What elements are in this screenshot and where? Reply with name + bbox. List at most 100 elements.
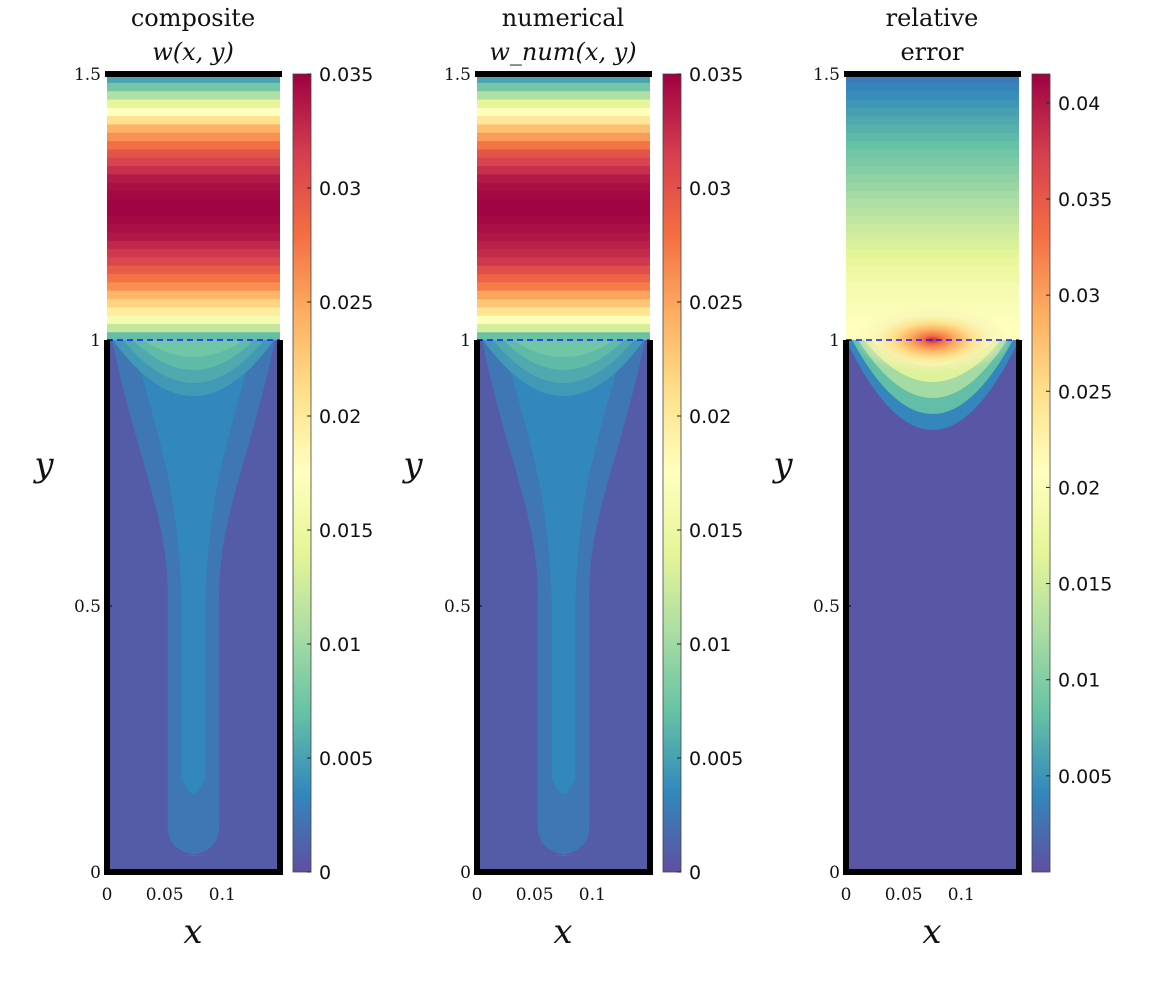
upper-band [477,98,650,108]
axes: 0 0.5 1 1.5 0 0.05 0.1 [813,65,1022,905]
upper-band [846,132,1019,142]
interface-contour [513,340,614,357]
title-line1: composite [131,4,255,32]
upper-band [107,98,280,108]
colorbar-tick-label: 0.025 [1058,381,1112,403]
upper-band [107,256,280,266]
colorbar-tick-label: 0.005 [1058,766,1112,788]
colorbar-tick-label: 0.005 [689,748,743,770]
upper-band [477,140,650,150]
y-tick-label: 1.5 [74,65,101,85]
upper-band [107,231,280,241]
upper-band [477,223,650,233]
upper-band [846,98,1019,108]
upper-band [107,298,280,308]
interface-contour [143,340,244,357]
lower-channel-region [502,340,625,794]
upper-band [846,223,1019,233]
colorbar-tick-label: 0.01 [1058,670,1100,692]
y-tick-label: 1 [460,331,471,351]
upper-band [107,290,280,300]
colorbar-tick-label: 0.015 [1058,574,1112,596]
upper-band [477,123,650,133]
upper-band [477,298,650,308]
y-tick-label: 0.5 [813,597,840,617]
upper-band [107,207,280,216]
colorbar-scale [662,73,682,873]
heatmap-area [107,74,280,872]
upper-band [477,74,650,83]
upper-band [477,107,650,117]
colorbar-tick-label: 0.03 [689,178,731,200]
x-tick-label: 0.05 [146,885,184,905]
y-tick-label: 0.5 [74,597,101,617]
y-tick-label: 1.5 [813,65,840,85]
heatmap-area [477,74,650,872]
upper-band [846,115,1019,125]
upper-band [477,132,650,142]
upper-band [107,74,280,83]
error-hotspot [854,306,1011,374]
upper-band [846,82,1019,92]
upper-band [477,215,650,225]
upper-band [846,190,1019,200]
colorbar-tick-label: 0.03 [1058,285,1100,307]
colorbar-tick-label: 0.01 [689,634,731,656]
axes: 0 0.5 1 1.5 0 0.05 0.1 [444,65,653,905]
upper-band [477,182,650,191]
colorbar-tick-label: 0.025 [689,292,743,314]
title-line2: error [900,38,964,66]
upper-band [846,140,1019,150]
upper-band [477,165,650,175]
upper-band [107,323,280,333]
upper-band [107,173,280,183]
upper-band [107,331,280,341]
x-tick-label: 0.1 [579,885,606,905]
upper-band [846,157,1019,167]
upper-band [107,315,280,324]
upper-band [846,182,1019,191]
lower-channel-region [132,340,255,794]
upper-band [477,273,650,283]
upper-band [107,107,280,117]
upper-band [107,223,280,233]
upper-band [477,306,650,316]
upper-band [846,290,1019,300]
upper-band [846,265,1019,275]
upper-band [846,281,1019,291]
colorbar-tick-label: 0.015 [689,520,743,542]
colorbar-tick-label: 0.015 [319,520,373,542]
colorbar-tick-label: 0.035 [689,64,743,86]
upper-band [107,148,280,158]
upper-band [477,190,650,200]
upper-band [477,148,650,158]
colorbar-scale [1031,73,1051,873]
colorbar-tick-label: 0.035 [1058,189,1112,211]
upper-band [107,248,280,258]
x-tick-label: 0 [472,885,483,905]
colorbar-tick-label: 0.03 [319,178,361,200]
upper-band [846,123,1019,133]
colorbar-tick-label: 0 [689,862,701,884]
colorbar-tick-label: 0.035 [319,64,373,86]
upper-band [846,107,1019,117]
upper-band [477,331,650,341]
heatmap-area [846,74,1019,872]
colorbar-tick-label: 0.02 [319,406,361,428]
panel-composite: composite w(x, y) 0 0.5 1 1.5 0 0.05 0.1 x y 0… [32,4,373,952]
colorbar: 0 0.005 0.01 0.015 0.02 0.025 0.03 0.035 [662,64,743,884]
panel-numerical: numerical w_num(x, y) 0 0.5 1 1.5 0 0.05 0.1 x… [401,4,743,952]
y-tick-label: 0 [829,863,840,883]
upper-band [477,157,650,167]
upper-band [477,290,650,300]
colorbar: 0 0.005 0.01 0.015 0.02 0.025 0.03 0.035 [292,64,373,884]
upper-band [477,90,650,100]
upper-band [107,115,280,125]
x-axis-label: x [553,912,572,952]
upper-band [846,273,1019,283]
colorbar-tick-label: 0.04 [1058,93,1100,115]
upper-band [846,215,1019,225]
upper-band [477,281,650,291]
upper-band [107,273,280,283]
